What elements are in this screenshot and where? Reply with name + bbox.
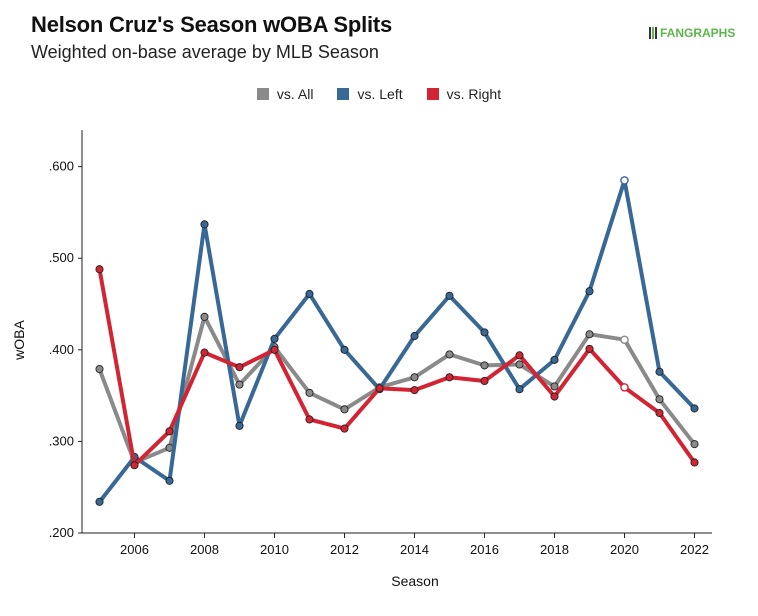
y-tick-label: .200: [49, 525, 74, 540]
data-point: [690, 440, 699, 449]
y-tick-label: .500: [49, 250, 74, 265]
legend: vs. All vs. Left vs. Right: [0, 86, 758, 102]
data-point: [270, 334, 279, 343]
data-point: [165, 476, 174, 485]
data-point: [585, 287, 594, 296]
fangraphs-logo-text: FANGRAPHS: [660, 26, 736, 40]
legend-label-vs-all: vs. All: [276, 86, 314, 102]
legend-item-vs-right: vs. Right: [426, 86, 502, 102]
legend-swatch-vs-all: [256, 88, 269, 100]
fangraphs-logo-icon: [649, 27, 658, 39]
data-point: [515, 351, 524, 360]
y-tick-label: .300: [49, 433, 74, 448]
data-point: [305, 415, 314, 424]
data-point: [515, 360, 524, 369]
legend-item-vs-all: vs. All: [256, 86, 314, 102]
data-point: [375, 384, 384, 393]
data-point: [235, 380, 244, 389]
data-point: [480, 328, 489, 337]
x-tick-label: 2022: [680, 542, 709, 557]
y-axis-title: wOBA: [11, 320, 27, 361]
x-tick-label: 2006: [120, 542, 149, 557]
data-point: [655, 408, 664, 418]
data-point: [235, 421, 244, 430]
series-line-vs-right: [97, 267, 697, 468]
series-points-vs-left: [95, 176, 699, 506]
data-point: [655, 367, 664, 376]
data-point: [585, 344, 594, 353]
y-tick-label: .600: [49, 159, 74, 174]
legend-swatch-vs-right: [426, 88, 439, 100]
data-point: [620, 176, 629, 185]
chart-subtitle: Weighted on-base average by MLB Season: [31, 42, 379, 62]
data-point: [340, 345, 349, 354]
data-point: [410, 373, 419, 382]
data-point: [550, 392, 559, 401]
x-tick-label: 2016: [470, 542, 499, 557]
legend-label-vs-right: vs. Right: [446, 86, 502, 102]
data-point: [515, 385, 524, 394]
data-point: [445, 291, 454, 300]
x-tick-label: 2010: [260, 542, 289, 557]
x-tick-label: 2014: [400, 542, 429, 557]
data-point: [95, 265, 104, 274]
data-point: [130, 461, 139, 470]
series-points-vs-right: [95, 265, 699, 470]
data-point: [165, 427, 174, 436]
data-point: [200, 220, 209, 229]
series-line-vs-all: [97, 314, 697, 465]
data-point: [620, 383, 629, 392]
y-tick-label: .400: [49, 342, 74, 357]
legend-swatch-vs-left: [337, 88, 350, 100]
legend-item-vs-left: vs. Left: [337, 86, 403, 102]
legend-label-vs-left: vs. Left: [357, 86, 403, 102]
series-line-vs-left: [97, 178, 697, 504]
data-point: [305, 289, 314, 298]
data-point: [410, 332, 419, 341]
data-point: [690, 458, 699, 467]
x-tick-label: 2020: [610, 542, 639, 557]
data-point: [480, 376, 489, 386]
x-tick-label: 2012: [330, 542, 359, 557]
data-point: [95, 365, 104, 374]
data-point: [620, 335, 629, 345]
data-point: [340, 405, 349, 414]
data-point: [270, 345, 279, 354]
data-point: [550, 355, 559, 364]
data-point: [690, 404, 699, 413]
data-point: [200, 348, 209, 357]
chart-title: Nelson Cruz's Season wOBA Splits: [31, 12, 393, 37]
data-point: [585, 330, 594, 339]
data-point: [95, 497, 104, 506]
data-point: [550, 382, 559, 391]
data-point: [305, 388, 314, 397]
data-point: [235, 363, 244, 372]
x-tick-label: 2018: [540, 542, 569, 557]
data-point: [445, 350, 454, 359]
data-point: [480, 361, 489, 370]
data-point: [340, 424, 349, 433]
data-point: [655, 395, 664, 404]
data-point: [200, 312, 209, 321]
data-point: [445, 373, 454, 382]
fangraphs-logo[interactable]: FANGRAPHS: [649, 26, 735, 40]
x-tick-label: 2008: [190, 542, 219, 557]
data-point: [410, 386, 419, 395]
x-axis-title: Season: [391, 573, 438, 589]
